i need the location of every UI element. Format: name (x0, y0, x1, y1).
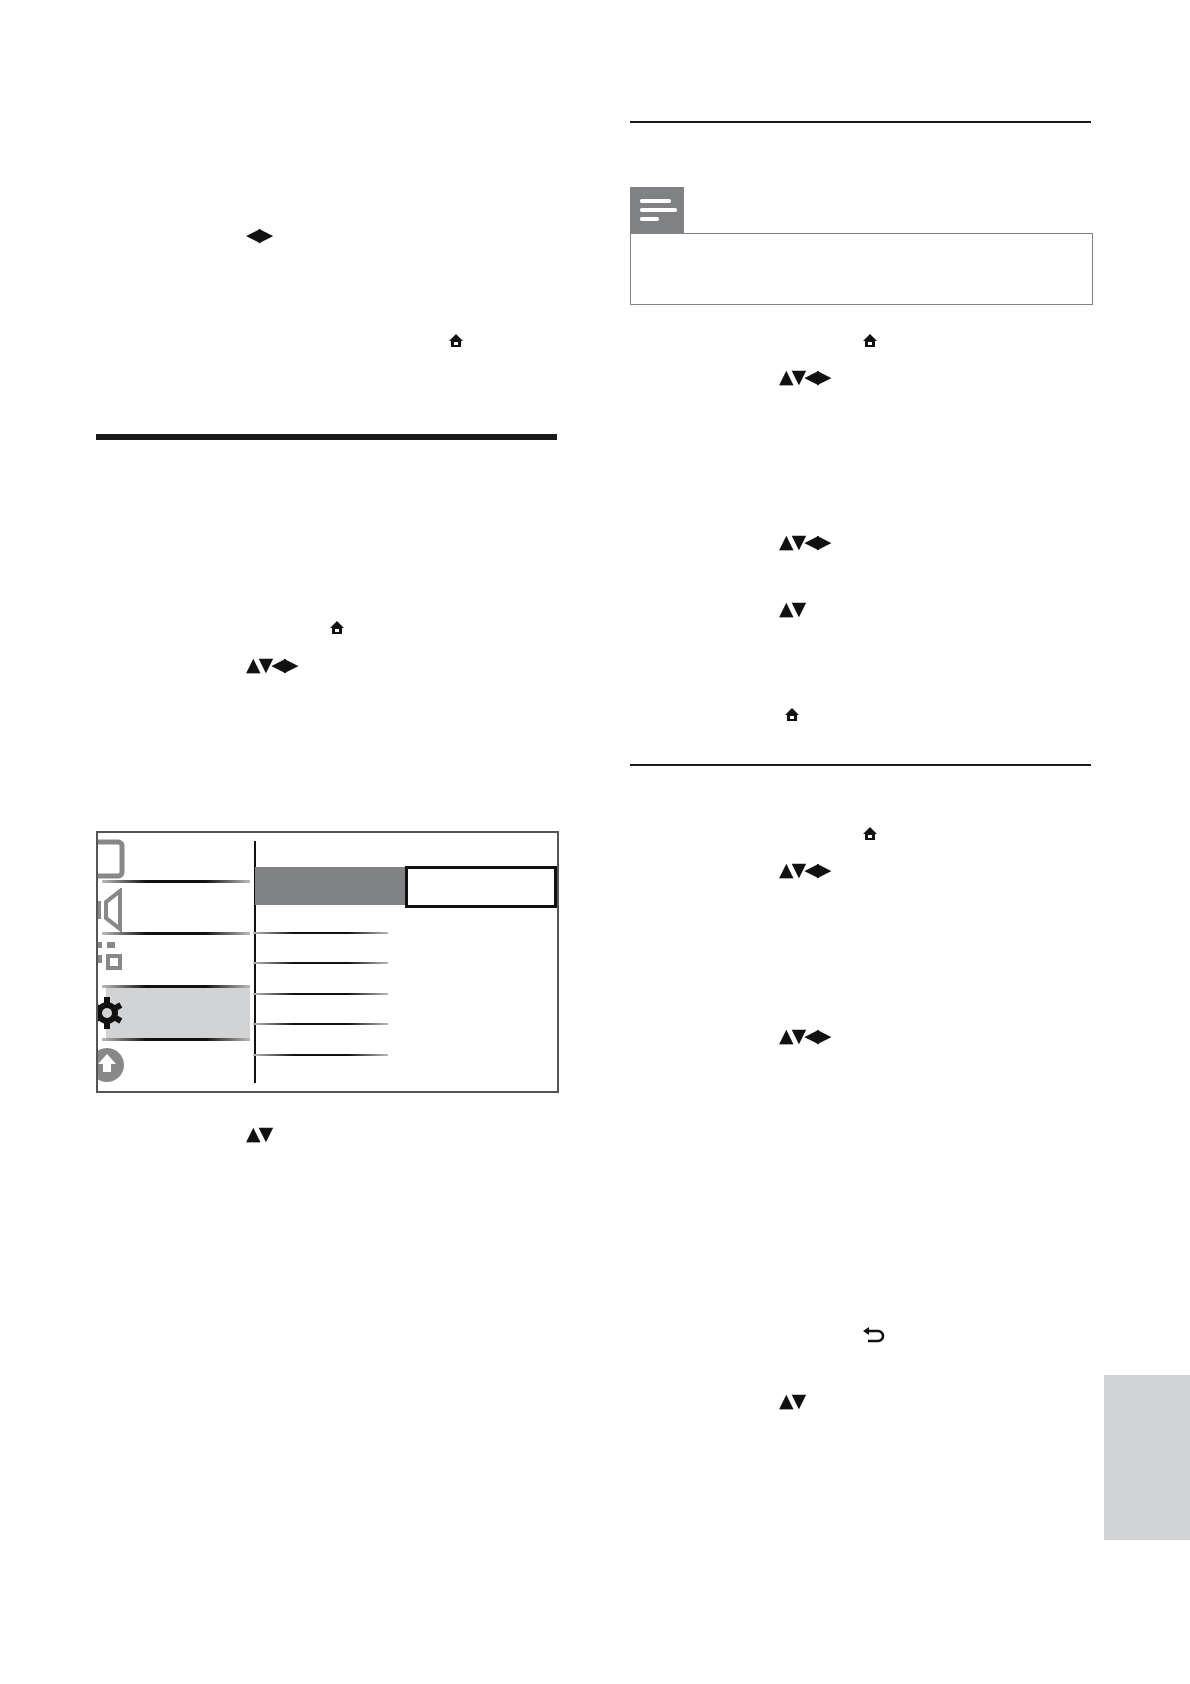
home-circle-icon (98, 1048, 124, 1082)
home-icon (863, 827, 877, 840)
settings-menu-illustration (96, 831, 559, 1093)
left-right-arrows-icon: ◀▶ (246, 224, 273, 246)
note-box (630, 233, 1093, 305)
back-icon (863, 1327, 885, 1343)
navigation-arrows-icon: ▲▼◀▶ (779, 859, 831, 881)
navigation-arrows-icon: ▲▼◀▶ (779, 366, 831, 388)
home-icon (330, 621, 344, 634)
value-box (405, 866, 557, 908)
home-icon (785, 708, 799, 721)
section-rule (630, 764, 1091, 766)
up-down-arrows-icon: ▲▼ (246, 1123, 273, 1145)
selected-category-highlight (106, 988, 250, 1038)
chapter-side-tab (1104, 1375, 1190, 1540)
home-icon (449, 334, 463, 347)
chapter-rule (96, 434, 557, 440)
selected-item (255, 867, 405, 905)
navigation-arrows-icon: ▲▼◀▶ (779, 531, 831, 553)
note-icon (630, 187, 684, 234)
apps-icon (98, 942, 122, 970)
section-rule (630, 121, 1091, 123)
up-down-arrows-icon: ▲▼ (779, 1390, 806, 1412)
gear-icon (98, 997, 123, 1029)
tv-icon (98, 839, 125, 879)
home-icon (863, 334, 877, 347)
up-down-arrows-icon: ▲▼ (779, 598, 806, 620)
speaker-icon (98, 888, 122, 932)
navigation-arrows-icon: ▲▼◀▶ (246, 654, 298, 676)
navigation-arrows-icon: ▲▼◀▶ (779, 1025, 831, 1047)
